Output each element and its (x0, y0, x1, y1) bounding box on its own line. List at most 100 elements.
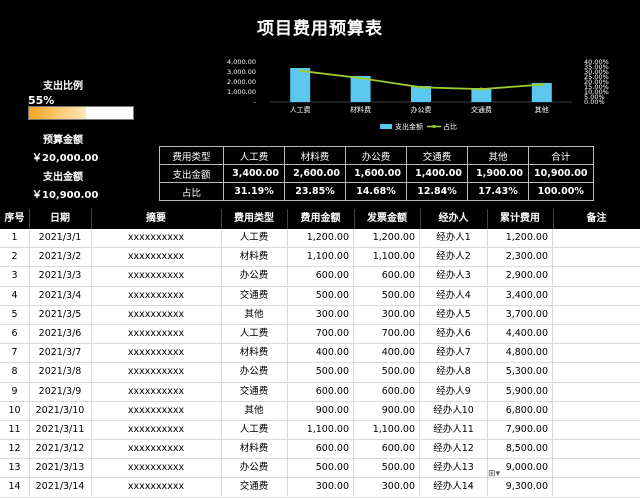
col-header-amount[interactable]: 费用金额 (287, 209, 355, 229)
cell-handler[interactable]: 经办人2 (420, 248, 488, 267)
summary-amount-cell[interactable]: 1,900.00 (467, 164, 529, 183)
cell-summary[interactable]: xxxxxxxxxx (91, 344, 222, 363)
cell-summary[interactable]: xxxxxxxxxx (91, 286, 222, 305)
cell-type[interactable]: 办公费 (221, 267, 288, 286)
cell-amount[interactable]: 500.00 (287, 286, 354, 305)
expense-chart[interactable]: 4,000.003,000.002,000.001,000.00-40.00%3… (222, 52, 612, 138)
cell-invoice[interactable]: 600.00 (354, 267, 420, 286)
expense-ratio-value[interactable]: 55% (28, 94, 55, 107)
summary-ratio-cell[interactable]: 12.84% (406, 182, 468, 201)
cell-handler[interactable]: 经办人11 (420, 420, 488, 439)
cell-type[interactable]: 人工费 (221, 324, 288, 343)
cell-note[interactable] (553, 306, 640, 324)
cell-cumulative[interactable]: 6,800.00 (487, 401, 553, 420)
cell-no[interactable]: 9 (0, 382, 30, 401)
cell-cumulative[interactable]: 5,900.00 (487, 382, 553, 401)
cell-summary[interactable]: xxxxxxxxxx (91, 459, 222, 478)
cell-type[interactable]: 交通费 (221, 478, 288, 497)
col-header-invoice[interactable]: 发票金额 (354, 209, 421, 229)
cell-invoice[interactable]: 600.00 (354, 382, 420, 401)
cell-amount[interactable]: 500.00 (287, 363, 354, 382)
cell-no[interactable]: 10 (0, 401, 30, 420)
cell-summary[interactable]: xxxxxxxxxx (91, 248, 222, 267)
cell-handler[interactable]: 经办人9 (420, 382, 488, 401)
cell-date[interactable]: 2021/3/1 (29, 229, 92, 247)
cell-amount[interactable]: 600.00 (287, 267, 354, 286)
cell-type[interactable]: 办公费 (221, 459, 288, 478)
cell-invoice[interactable]: 1,100.00 (354, 420, 420, 439)
col-header-type[interactable]: 费用类型 (221, 209, 288, 229)
summary-ratio-cell[interactable]: 23.85% (284, 182, 346, 201)
summary-amount-cell[interactable]: 2,600.00 (284, 164, 346, 183)
cell-amount[interactable]: 700.00 (287, 324, 354, 343)
cell-invoice[interactable]: 900.00 (354, 401, 420, 420)
cell-date[interactable]: 2021/3/9 (29, 382, 92, 401)
spent-value[interactable]: ￥10,900.00 (32, 190, 99, 201)
cell-amount[interactable]: 1,100.00 (287, 420, 354, 439)
cell-handler[interactable]: 经办人5 (420, 305, 488, 324)
cell-note[interactable] (553, 478, 640, 496)
cell-cumulative[interactable]: 2,300.00 (487, 248, 553, 267)
cell-note[interactable] (553, 363, 640, 381)
cell-summary[interactable]: xxxxxxxxxx (91, 382, 222, 401)
cell-cumulative[interactable]: 9,300.00 (487, 478, 553, 497)
cell-amount[interactable]: 500.00 (287, 459, 354, 478)
cell-amount[interactable]: 600.00 (287, 440, 354, 459)
col-header-summary[interactable]: 摘要 (91, 209, 222, 229)
cell-handler[interactable]: 经办人1 (420, 229, 488, 247)
cell-date[interactable]: 2021/3/3 (29, 267, 92, 286)
summary-header-cell[interactable]: 费用类型 (159, 146, 224, 165)
cell-summary[interactable]: xxxxxxxxxx (91, 267, 222, 286)
cell-summary[interactable]: xxxxxxxxxx (91, 363, 222, 382)
cell-date[interactable]: 2021/3/14 (29, 478, 92, 497)
cell-note[interactable] (553, 287, 640, 305)
cell-no[interactable]: 1 (0, 229, 30, 247)
cell-cumulative[interactable]: 4,400.00 (487, 324, 553, 343)
cell-amount[interactable]: 300.00 (287, 305, 354, 324)
cell-handler[interactable]: 经办人13 (420, 459, 488, 478)
cell-amount[interactable]: 1,200.00 (287, 229, 354, 247)
cell-handler[interactable]: 经办人8 (420, 363, 488, 382)
cell-invoice[interactable]: 500.00 (354, 286, 420, 305)
col-header-no[interactable]: 序号 (0, 209, 30, 229)
summary-ratio-cell[interactable]: 100.00% (528, 182, 594, 201)
cell-amount[interactable]: 600.00 (287, 382, 354, 401)
cell-handler[interactable]: 经办人7 (420, 344, 488, 363)
cell-cumulative[interactable]: 7,900.00 (487, 420, 553, 439)
summary-header-cell[interactable]: 合计 (528, 146, 594, 165)
sheet-title[interactable]: 项目费用预算表 (257, 19, 383, 39)
cell-cumulative[interactable]: 2,900.00 (487, 267, 553, 286)
cell-invoice[interactable]: 1,200.00 (354, 229, 420, 247)
cell-cumulative[interactable]: 5,300.00 (487, 363, 553, 382)
cell-type[interactable]: 其他 (221, 305, 288, 324)
budget-label[interactable]: 预算金额 (43, 135, 83, 146)
cell-no[interactable]: 12 (0, 440, 30, 459)
cell-date[interactable]: 2021/3/10 (29, 401, 92, 420)
cell-note[interactable] (553, 440, 640, 458)
expense-ratio-label[interactable]: 支出比例 (43, 81, 83, 92)
cell-note[interactable] (553, 229, 640, 247)
summary-header-cell[interactable]: 交通费 (406, 146, 468, 165)
cell-cumulative[interactable]: 1,200.00 (487, 229, 553, 247)
summary-header-cell[interactable]: 人工费 (223, 146, 285, 165)
cell-invoice[interactable]: 400.00 (354, 344, 420, 363)
cell-type[interactable]: 人工费 (221, 420, 288, 439)
cell-amount[interactable]: 400.00 (287, 344, 354, 363)
cell-note[interactable] (553, 402, 640, 420)
cell-type[interactable]: 交通费 (221, 382, 288, 401)
col-header-cumulative[interactable]: 累计费用 (487, 209, 554, 229)
cell-date[interactable]: 2021/3/7 (29, 344, 92, 363)
cell-type[interactable]: 材料费 (221, 440, 288, 459)
budget-value[interactable]: ￥20,000.00 (32, 153, 99, 164)
cell-no[interactable]: 6 (0, 324, 30, 343)
cell-no[interactable]: 4 (0, 286, 30, 305)
cell-cumulative[interactable]: 4,800.00 (487, 344, 553, 363)
cell-handler[interactable]: 经办人3 (420, 267, 488, 286)
cell-amount[interactable]: 1,100.00 (287, 248, 354, 267)
summary-header-cell[interactable]: 办公费 (345, 146, 407, 165)
summary-ratio-cell[interactable]: 17.43% (467, 182, 529, 201)
cell-no[interactable]: 11 (0, 420, 30, 439)
cell-type[interactable]: 交通费 (221, 286, 288, 305)
cell-type[interactable]: 人工费 (221, 229, 288, 247)
summary-row-label[interactable]: 支出金额 (159, 164, 224, 183)
